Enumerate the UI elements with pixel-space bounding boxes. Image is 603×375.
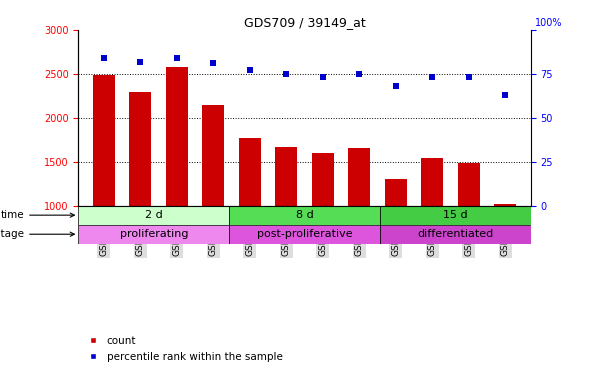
Bar: [385, 179, 406, 206]
Bar: [380, 206, 531, 225]
Point: [209, 60, 218, 66]
Text: 2 d: 2 d: [145, 210, 163, 220]
Bar: [229, 225, 380, 244]
Text: 8 d: 8 d: [295, 210, 314, 220]
Bar: [380, 225, 531, 244]
Point: [245, 68, 254, 74]
Text: time: time: [1, 210, 74, 220]
Bar: [166, 67, 188, 206]
Point: [318, 74, 327, 80]
Bar: [349, 148, 370, 206]
Bar: [458, 163, 479, 206]
Bar: [312, 153, 333, 206]
Point: [136, 58, 145, 64]
Bar: [276, 147, 297, 206]
Bar: [494, 204, 516, 206]
Text: proliferating: proliferating: [119, 229, 188, 239]
Legend: count, percentile rank within the sample: count, percentile rank within the sample: [84, 332, 286, 366]
Point: [428, 74, 437, 80]
Text: post-proliferative: post-proliferative: [257, 229, 352, 239]
Point: [172, 55, 182, 61]
Point: [99, 55, 109, 61]
Bar: [239, 138, 260, 206]
Bar: [421, 158, 443, 206]
Text: 15 d: 15 d: [443, 210, 467, 220]
Point: [282, 71, 291, 77]
Point: [500, 92, 510, 98]
Bar: [78, 225, 229, 244]
Point: [391, 83, 400, 89]
Bar: [130, 92, 151, 206]
Text: 100%: 100%: [535, 18, 563, 28]
Point: [464, 74, 473, 80]
Bar: [93, 75, 115, 206]
Bar: [78, 206, 229, 225]
Text: development stage: development stage: [0, 229, 74, 239]
Text: differentiated: differentiated: [417, 229, 493, 239]
Bar: [203, 105, 224, 206]
Title: GDS709 / 39149_at: GDS709 / 39149_at: [244, 16, 365, 29]
Bar: [229, 206, 380, 225]
Point: [355, 71, 364, 77]
